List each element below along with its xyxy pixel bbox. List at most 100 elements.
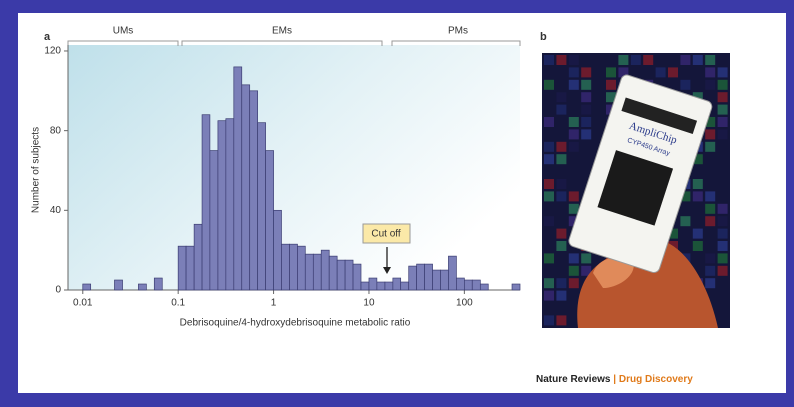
photo-tile	[718, 266, 728, 276]
photo-tile	[705, 278, 715, 288]
photo-tile	[643, 55, 653, 65]
bar	[369, 278, 377, 290]
x-axis-label: Debrisoquine/4-hydroxydebrisoquine metab…	[180, 318, 411, 329]
photo-tile	[569, 191, 579, 201]
photo-tile	[656, 67, 666, 77]
bar	[401, 282, 409, 290]
bar	[353, 264, 361, 290]
panel-label: a	[44, 31, 51, 43]
bar	[417, 264, 425, 290]
photo-tile	[718, 253, 728, 263]
photo-tile	[693, 229, 703, 239]
bar	[194, 224, 202, 290]
photo-tile	[556, 142, 566, 152]
photo-tile	[556, 191, 566, 201]
photo-tile	[705, 216, 715, 226]
bar	[266, 151, 274, 290]
photo-tile	[556, 278, 566, 288]
photo-tile	[705, 55, 715, 65]
bracket-label: PMs	[448, 26, 468, 37]
photo-tile	[544, 315, 554, 325]
photo-tile	[705, 142, 715, 152]
photo-tile	[680, 80, 690, 90]
photo-tile	[581, 253, 591, 263]
photo-tile	[668, 67, 678, 77]
photo-tile	[544, 142, 554, 152]
photo-tile	[581, 105, 591, 115]
photo-tile	[544, 154, 554, 164]
footer-text: Nature Reviews | Drug Discovery	[536, 374, 693, 385]
y-tick-label: 120	[44, 46, 61, 57]
photo-tile	[581, 67, 591, 77]
photo-tile	[569, 55, 579, 65]
bar	[393, 278, 401, 290]
bar	[281, 244, 289, 290]
annotation-text: Cut off	[371, 229, 400, 240]
bar	[202, 115, 210, 290]
photo-tile	[556, 154, 566, 164]
photo-tile	[693, 179, 703, 189]
bar	[114, 280, 122, 290]
bar	[226, 119, 234, 290]
photo-tile	[556, 241, 566, 251]
x-tick-label: 100	[456, 298, 473, 309]
photo-tile	[718, 229, 728, 239]
bar	[377, 282, 385, 290]
photo-tile	[693, 191, 703, 201]
bar	[313, 254, 321, 290]
bar	[440, 270, 448, 290]
photo-tile	[556, 179, 566, 189]
photo-tile	[718, 92, 728, 102]
page-body: {"chart_data": {"type": "histogram", "xl…	[0, 0, 794, 407]
photo-tile	[705, 204, 715, 214]
photo-tile	[556, 229, 566, 239]
bar	[480, 284, 488, 290]
photo-tile	[569, 142, 579, 152]
photo-tile	[556, 315, 566, 325]
photo-tile	[705, 253, 715, 263]
bar	[425, 264, 433, 290]
x-tick-label: 0.1	[171, 298, 185, 309]
photo-tile	[718, 216, 728, 226]
photo-tile	[693, 55, 703, 65]
photo-tile	[569, 117, 579, 127]
photo-tile	[556, 55, 566, 65]
journal: Nature Reviews	[536, 374, 611, 385]
bar	[305, 254, 313, 290]
photo-tile	[569, 129, 579, 139]
photo-tile	[618, 55, 628, 65]
bar	[385, 282, 393, 290]
bar	[297, 246, 305, 290]
bar	[83, 284, 91, 290]
photo-tile	[693, 241, 703, 251]
photo-tile	[544, 253, 554, 263]
photo-tile	[581, 92, 591, 102]
photo-tile	[680, 55, 690, 65]
photo-tile	[556, 105, 566, 115]
figure: a b Number of subjects Debrisoquine/4-hy…	[18, 13, 786, 393]
photo-tile	[569, 204, 579, 214]
bar	[218, 121, 226, 290]
photo-tile	[631, 55, 641, 65]
photo-tile	[569, 266, 579, 276]
bar	[337, 260, 345, 290]
photo-tile	[581, 129, 591, 139]
photo-tile	[544, 191, 554, 201]
figure-panel: a b Number of subjects Debrisoquine/4-hy…	[18, 13, 786, 393]
photo-tile	[581, 117, 591, 127]
photo-tile	[718, 80, 728, 90]
y-tick-label: 80	[50, 125, 62, 136]
bar	[329, 256, 337, 290]
bracket-label: EMs	[272, 26, 292, 37]
photo: AmpliChip CYP450 Array	[542, 53, 730, 328]
photo-tile	[680, 216, 690, 226]
x-tick-label: 10	[363, 298, 375, 309]
photo-tile	[718, 67, 728, 77]
photo-tile	[544, 80, 554, 90]
bar	[154, 278, 162, 290]
photo-tile	[556, 291, 566, 301]
photo-tile	[718, 241, 728, 251]
photo-tile	[569, 80, 579, 90]
x-tick-label: 1	[271, 298, 277, 309]
bar	[210, 151, 218, 290]
